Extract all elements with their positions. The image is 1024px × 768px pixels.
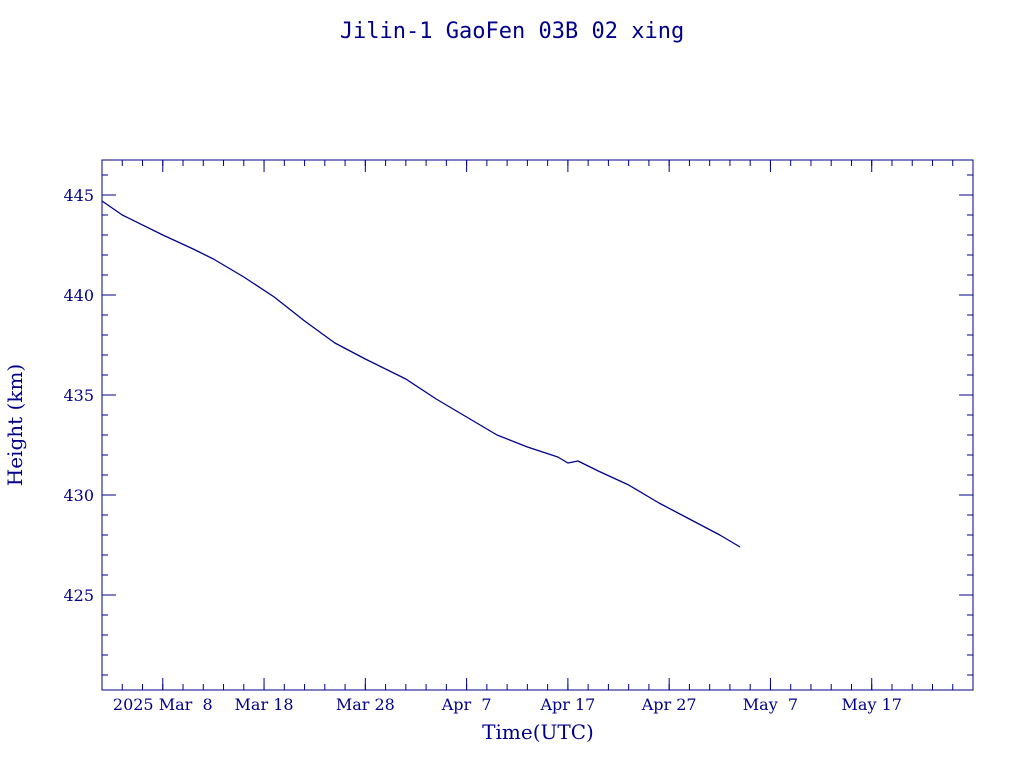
x-tick-label: 2025 Mar 8: [113, 695, 213, 714]
x-tick-label: Apr 7: [441, 695, 492, 714]
x-tick-label: Apr 17: [539, 695, 595, 714]
chart-title: Jilin-1 GaoFen 03B 02 xing: [340, 19, 684, 44]
series-line: [101, 200, 741, 548]
x-tick-label: May 17: [842, 695, 902, 714]
plot-frame: [101, 159, 974, 691]
x-tick-label: May 7: [743, 695, 798, 714]
axis-tick-labels: 2025 Mar 8 Mar 18 Mar 28 Apr 7 Apr 17 Apr 27 M…: [63, 186, 901, 714]
axis-ticks: [101, 160, 974, 690]
y-tick-label: 430: [63, 486, 94, 505]
y-axis-label: Height (km): [3, 364, 27, 486]
x-tick-label: Mar 18: [235, 695, 294, 714]
y-tick-label: 435: [63, 386, 94, 405]
x-tick-label: Mar 28: [336, 695, 395, 714]
y-tick-label: 425: [63, 586, 94, 605]
y-tick-label: 445: [63, 186, 94, 205]
x-tick-label: Apr 27: [641, 695, 697, 714]
y-tick-label: 440: [63, 286, 94, 305]
x-axis-label: Time(UTC): [482, 720, 594, 744]
data-series: [101, 200, 741, 548]
